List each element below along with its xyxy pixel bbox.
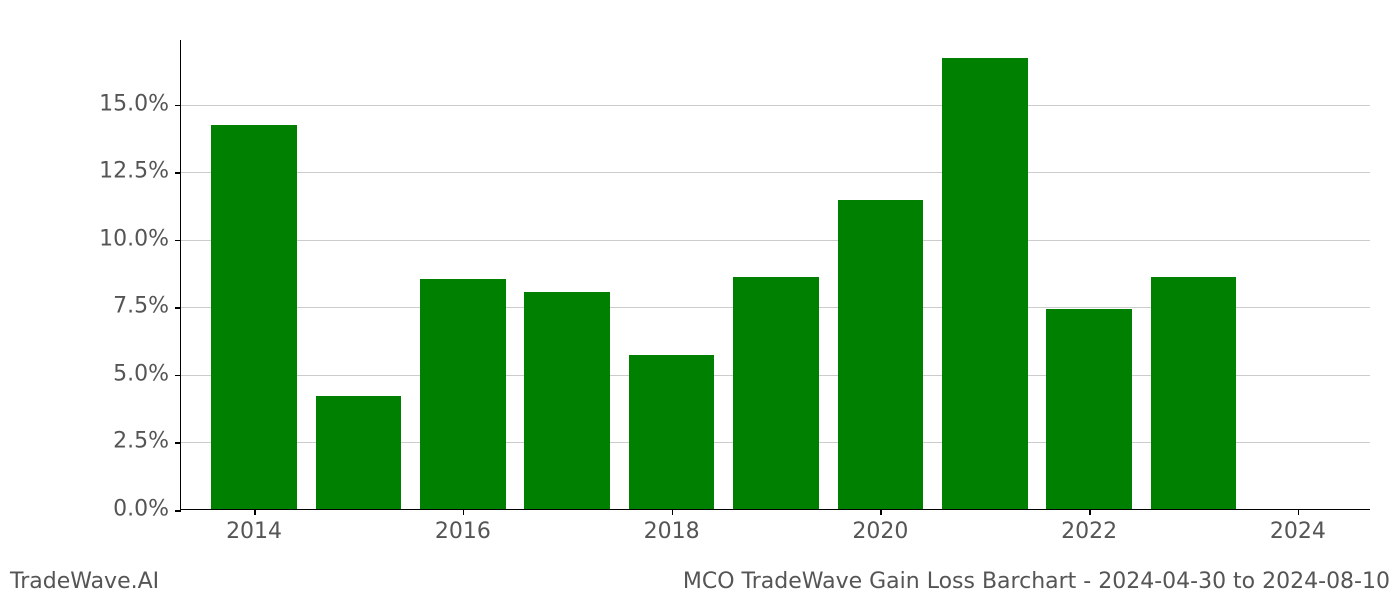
xtick-label: 2024 (1270, 519, 1326, 544)
xtick-mark (254, 509, 256, 515)
bar (629, 355, 715, 509)
xtick-label: 2018 (644, 519, 700, 544)
ytick-label: 2.5% (113, 429, 169, 454)
xtick-label: 2020 (852, 519, 908, 544)
ytick-label: 7.5% (113, 294, 169, 319)
ytick-label: 5.0% (113, 361, 169, 386)
ytick-label: 0.0% (113, 497, 169, 522)
bar (1151, 277, 1237, 509)
ytick-mark (175, 375, 181, 377)
gridline (181, 172, 1370, 173)
bar (211, 125, 297, 509)
gridline (181, 240, 1370, 241)
xtick-mark (672, 509, 674, 515)
bar (733, 277, 819, 509)
footer-right-caption: MCO TradeWave Gain Loss Barchart - 2024-… (683, 569, 1390, 594)
xtick-mark (1089, 509, 1091, 515)
bar (316, 396, 402, 509)
xtick-label: 2022 (1061, 519, 1117, 544)
gridline (181, 105, 1370, 106)
bar (942, 58, 1028, 509)
ytick-mark (175, 240, 181, 242)
bar (524, 292, 610, 509)
ytick-mark (175, 307, 181, 309)
ytick-label: 15.0% (99, 91, 169, 116)
bar (420, 279, 506, 509)
ytick-mark (175, 172, 181, 174)
bar (838, 200, 924, 509)
xtick-mark (463, 509, 465, 515)
xtick-label: 2016 (435, 519, 491, 544)
ytick-mark (175, 105, 181, 107)
bar (1046, 309, 1132, 509)
footer-left-caption: TradeWave.AI (10, 569, 159, 594)
ytick-mark (175, 442, 181, 444)
ytick-label: 12.5% (99, 159, 169, 184)
ytick-mark (175, 510, 181, 512)
plot-area: 0.0%2.5%5.0%7.5%10.0%12.5%15.0%201420162… (180, 40, 1370, 510)
chart-container: 0.0% 2.5% 5.0% 7.5% 10.0% 12.5% 15.0% 2014 2016 2… (0, 0, 1400, 600)
xtick-label: 2014 (226, 519, 282, 544)
ytick-label: 10.0% (99, 226, 169, 251)
xtick-mark (880, 509, 882, 515)
xtick-mark (1298, 509, 1300, 515)
